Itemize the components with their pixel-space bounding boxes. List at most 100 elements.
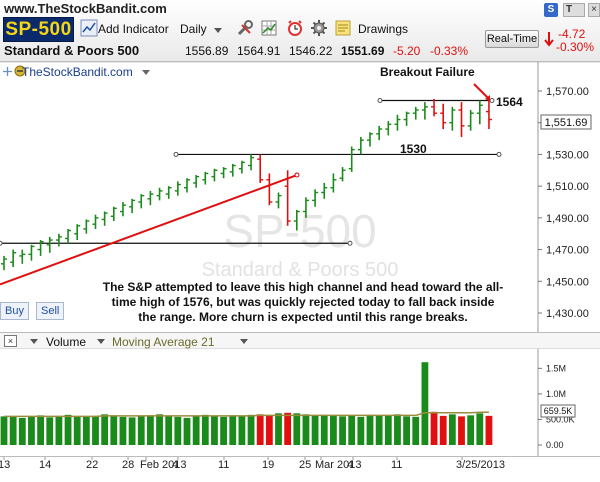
price-bar	[339, 167, 346, 182]
price-bar	[431, 98, 438, 117]
annotation-note-line-1: The S&P attempted to leave this high cha…	[103, 280, 504, 294]
annotation-level-high: 1564	[496, 95, 523, 109]
price-tick-label: 1,510.00	[546, 181, 589, 193]
volume-bar	[320, 414, 328, 445]
resistance-line-1564-handle-end[interactable]	[489, 98, 495, 104]
price-bar	[119, 202, 126, 217]
gear-icon[interactable]	[310, 19, 328, 37]
symbol-box[interactable]: SP-500	[3, 17, 74, 42]
volume-bar	[311, 415, 319, 445]
resistance-line-1530-handle-end[interactable]	[496, 151, 502, 157]
price-bar	[220, 167, 227, 179]
price-bar	[321, 182, 328, 199]
volume-bar	[119, 416, 127, 445]
support-line-1474-handle-start[interactable]	[0, 240, 3, 246]
share-icon[interactable]: S	[544, 3, 558, 17]
pane-label[interactable]: TheStockBandit.com	[22, 65, 133, 79]
period-caret-icon[interactable]	[214, 28, 222, 33]
volume-bar	[0, 416, 8, 445]
volume-bar	[476, 413, 484, 445]
annotation-breakout: Breakout Failure	[380, 65, 475, 79]
price-bar	[385, 121, 392, 136]
date-tick-label: 4	[172, 459, 178, 471]
volume-bar	[174, 416, 182, 445]
volume-bar	[201, 414, 209, 445]
volume-bar	[448, 414, 456, 445]
resistance-line-1530-handle-start[interactable]	[173, 151, 179, 157]
volume-close-icon[interactable]: ×	[4, 335, 17, 347]
pane-arrows-icon[interactable]	[3, 67, 12, 76]
price-axis-ticks: 1,570.001,550.001,530.001,510.001,490.00…	[538, 86, 589, 320]
price-bar	[412, 106, 419, 120]
add-indicator-icon[interactable]	[80, 19, 98, 37]
down-arrow-icon	[544, 32, 554, 47]
quote-high: 1564.91	[237, 44, 281, 58]
annotation-arrowhead-icon	[485, 95, 490, 101]
date-tick-label: Feb 2013	[140, 459, 186, 471]
sell-button[interactable]: Sell	[36, 302, 65, 320]
tools-menu-icon[interactable]: T	[563, 3, 585, 17]
volume-menu-caret-icon[interactable]	[30, 339, 38, 344]
price-bar	[348, 146, 355, 172]
support-line-1474-handle-end[interactable]	[347, 240, 353, 246]
volume-bar	[128, 417, 136, 445]
price-bar	[101, 211, 108, 226]
drawings-button[interactable]: Drawings	[358, 22, 409, 36]
volume-bar	[375, 415, 383, 445]
price-bar	[284, 170, 291, 226]
volume-last-value: 659.5K	[544, 406, 573, 416]
volume-bar	[357, 416, 365, 445]
toolbar: www.TheStockBandit.com SP-500 Add Indica…	[0, 0, 600, 62]
date-tick-label: 28	[122, 459, 134, 471]
alarm-clock-icon[interactable]	[286, 19, 304, 37]
price-tick-label: 1,490.00	[546, 213, 589, 225]
date-tick-label: 11	[391, 459, 402, 471]
volume-bar	[265, 415, 273, 445]
volume-bar	[82, 416, 90, 445]
price-bar	[184, 178, 190, 193]
resistance-line-1564-handle-start[interactable]	[377, 98, 383, 104]
price-bar	[293, 209, 300, 231]
trendline-segment[interactable]	[0, 174, 298, 286]
grid-icon[interactable]	[260, 19, 278, 37]
price-bar	[211, 168, 218, 182]
volume-bar	[330, 415, 337, 445]
price-bar	[138, 194, 145, 209]
trendline-handle[interactable]	[294, 172, 300, 178]
volume-header: × Volume Moving Average 21	[0, 332, 600, 349]
quote-open: 1556.89	[185, 44, 229, 58]
volume-bar	[467, 415, 475, 445]
sticky-note-icon[interactable]	[334, 19, 352, 37]
price-bar	[165, 186, 172, 199]
volume-bar	[101, 414, 109, 445]
volume-caret-icon[interactable]	[97, 339, 105, 344]
price-bars	[1, 98, 492, 271]
price-bar	[458, 102, 465, 137]
buy-button[interactable]: Buy	[0, 302, 29, 320]
price-bar	[248, 154, 255, 171]
bandit-logo-icon	[14, 65, 26, 77]
annotation-arrow	[473, 83, 490, 100]
volume-bars	[0, 362, 493, 445]
close-icon[interactable]: ×	[588, 3, 600, 17]
price-bar	[357, 136, 364, 155]
price-bar	[74, 224, 81, 241]
volume-chart: 1.5M 1.0M 500.0K 0.00 659.5K	[0, 349, 576, 456]
price-bar	[257, 154, 264, 183]
volume-ma-label: Moving Average 21	[112, 335, 215, 349]
volume-bar	[275, 413, 282, 445]
volume-bar	[238, 415, 246, 445]
ma-caret-icon[interactable]	[240, 339, 248, 344]
annotation-note-line-3: the range. More churn is expected until …	[138, 310, 467, 324]
volume-bar	[394, 414, 401, 445]
pane-label-caret-icon[interactable]	[142, 70, 150, 75]
add-indicator-button[interactable]: Add Indicator	[98, 22, 169, 36]
volume-tick-label: 500.0K	[546, 414, 575, 424]
volume-bar	[192, 415, 200, 445]
realtime-button[interactable]: Real-Time	[485, 30, 539, 48]
date-tick-label: 22	[86, 459, 98, 471]
volume-bar	[183, 417, 191, 445]
period-select[interactable]: Daily	[180, 22, 207, 36]
wrench-icon[interactable]	[236, 19, 254, 37]
